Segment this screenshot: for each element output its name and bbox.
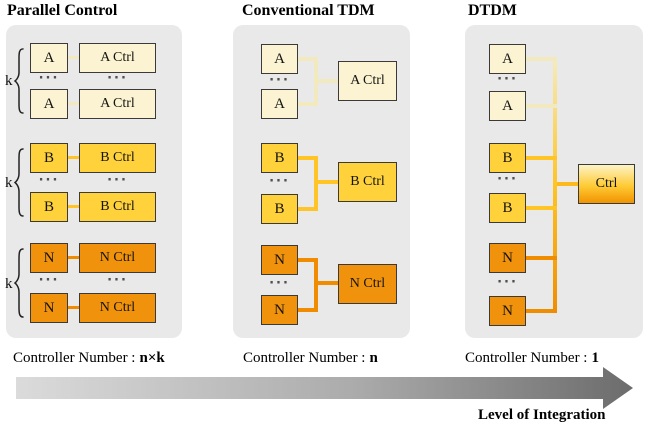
connector-line	[526, 256, 557, 260]
panel1-groupB-brace-icon	[14, 148, 24, 217]
ellipsis: ···	[38, 71, 60, 86]
unit-box: A	[261, 89, 298, 119]
ctrl-box: B Ctrl	[338, 162, 397, 202]
ellipsis: ···	[497, 275, 518, 290]
connector-line	[315, 281, 338, 285]
connector-line	[526, 57, 557, 61]
ellipsis: ···	[269, 174, 290, 189]
panel2-title: Conventional TDM	[242, 2, 375, 19]
unit-box: B	[489, 143, 526, 173]
ctrl-box: N Ctrl	[79, 243, 156, 273]
integration-arrow-icon	[16, 367, 633, 409]
ellipsis: ···	[38, 173, 60, 188]
panel1-groupA-count: k	[5, 73, 13, 89]
controller-count-value: n	[369, 350, 378, 366]
unit-box: B	[489, 193, 526, 223]
panel1-title: Parallel Control	[7, 2, 118, 19]
panel1-groupN-count: k	[5, 276, 13, 292]
panel3-title: DTDM	[468, 2, 517, 19]
ellipsis: ···	[38, 273, 60, 288]
connector-line	[526, 206, 557, 210]
controller-count-label: Controller Number :	[13, 350, 136, 366]
ellipsis: ···	[107, 173, 128, 188]
connector-line	[68, 102, 79, 105]
ctrl-box: B Ctrl	[79, 143, 156, 173]
controller-count-value: n×k	[139, 350, 165, 366]
unit-box: N	[489, 296, 526, 326]
panel1-groupN-brace-icon	[14, 248, 24, 318]
unit-box: A	[261, 44, 298, 74]
unit-box: B	[30, 192, 68, 222]
connector-line	[68, 256, 79, 259]
unit-box: N	[30, 293, 68, 323]
ellipsis: ···	[497, 172, 518, 187]
connector-line	[557, 182, 578, 186]
unit-box: A	[489, 44, 526, 74]
ctrl-box: A Ctrl	[338, 61, 397, 101]
connector-line	[298, 102, 318, 106]
connector-line	[526, 309, 557, 313]
connector-line	[68, 56, 79, 59]
connector-line	[298, 308, 318, 312]
shared-bus-trunk	[553, 57, 557, 313]
connector-line	[68, 156, 79, 159]
connector-line	[298, 207, 318, 211]
ctrl-box: A Ctrl	[79, 89, 156, 119]
ellipsis: ···	[269, 73, 290, 88]
connector-line	[315, 180, 338, 184]
unit-box: N	[261, 245, 298, 275]
connector-line	[68, 306, 79, 309]
connector-line	[315, 79, 338, 83]
controller-count-value: 1	[591, 350, 599, 366]
unit-box: N	[489, 243, 526, 273]
ctrl-box: Ctrl	[578, 164, 635, 204]
connector-line	[298, 258, 318, 262]
connector-line	[526, 156, 557, 160]
connector-line	[298, 156, 318, 160]
controller-count-label: Controller Number :	[243, 350, 366, 366]
panel1-groupB-count: k	[5, 175, 13, 191]
integration-axis-label: Level of Integration	[478, 407, 606, 423]
unit-box: N	[261, 295, 298, 325]
unit-box: A	[30, 43, 68, 73]
panel3-controller-count: Controller Number :1	[465, 350, 599, 367]
ctrl-box: N Ctrl	[338, 264, 397, 304]
ellipsis: ···	[269, 276, 290, 291]
ctrl-box: A Ctrl	[79, 43, 156, 73]
unit-box: A	[30, 89, 68, 119]
unit-box: B	[261, 143, 298, 173]
panel1-controller-count: Controller Number : n×k	[13, 350, 165, 367]
controller-count-label: Controller Number :	[465, 350, 588, 366]
ctrl-box: N Ctrl	[79, 293, 156, 323]
connector-line	[526, 104, 557, 108]
connector-line	[298, 57, 318, 61]
unit-box: N	[30, 243, 68, 273]
unit-box: A	[489, 91, 526, 121]
panel1-background	[6, 25, 182, 338]
ctrl-box: B Ctrl	[79, 192, 156, 222]
unit-box: B	[261, 194, 298, 224]
connector-line	[68, 205, 79, 208]
integration-arrow	[0, 360, 653, 425]
ellipsis: ···	[107, 273, 128, 288]
ellipsis: ···	[107, 71, 128, 86]
panel1-groupA-brace-icon	[14, 48, 24, 114]
panel2-controller-count: Controller Number :n	[243, 350, 378, 367]
connector-trunk	[314, 258, 318, 312]
ellipsis: ···	[497, 72, 518, 87]
unit-box: B	[30, 143, 68, 173]
